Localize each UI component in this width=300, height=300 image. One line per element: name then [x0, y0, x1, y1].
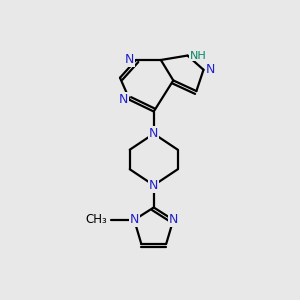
- Text: N: N: [118, 94, 128, 106]
- Text: NH: NH: [190, 50, 207, 61]
- Text: N: N: [125, 53, 134, 67]
- Text: N: N: [149, 127, 158, 140]
- Text: N: N: [206, 63, 215, 76]
- Text: N: N: [149, 179, 158, 192]
- Text: CH₃: CH₃: [86, 213, 108, 226]
- Text: N: N: [169, 213, 178, 226]
- Text: N: N: [130, 213, 139, 226]
